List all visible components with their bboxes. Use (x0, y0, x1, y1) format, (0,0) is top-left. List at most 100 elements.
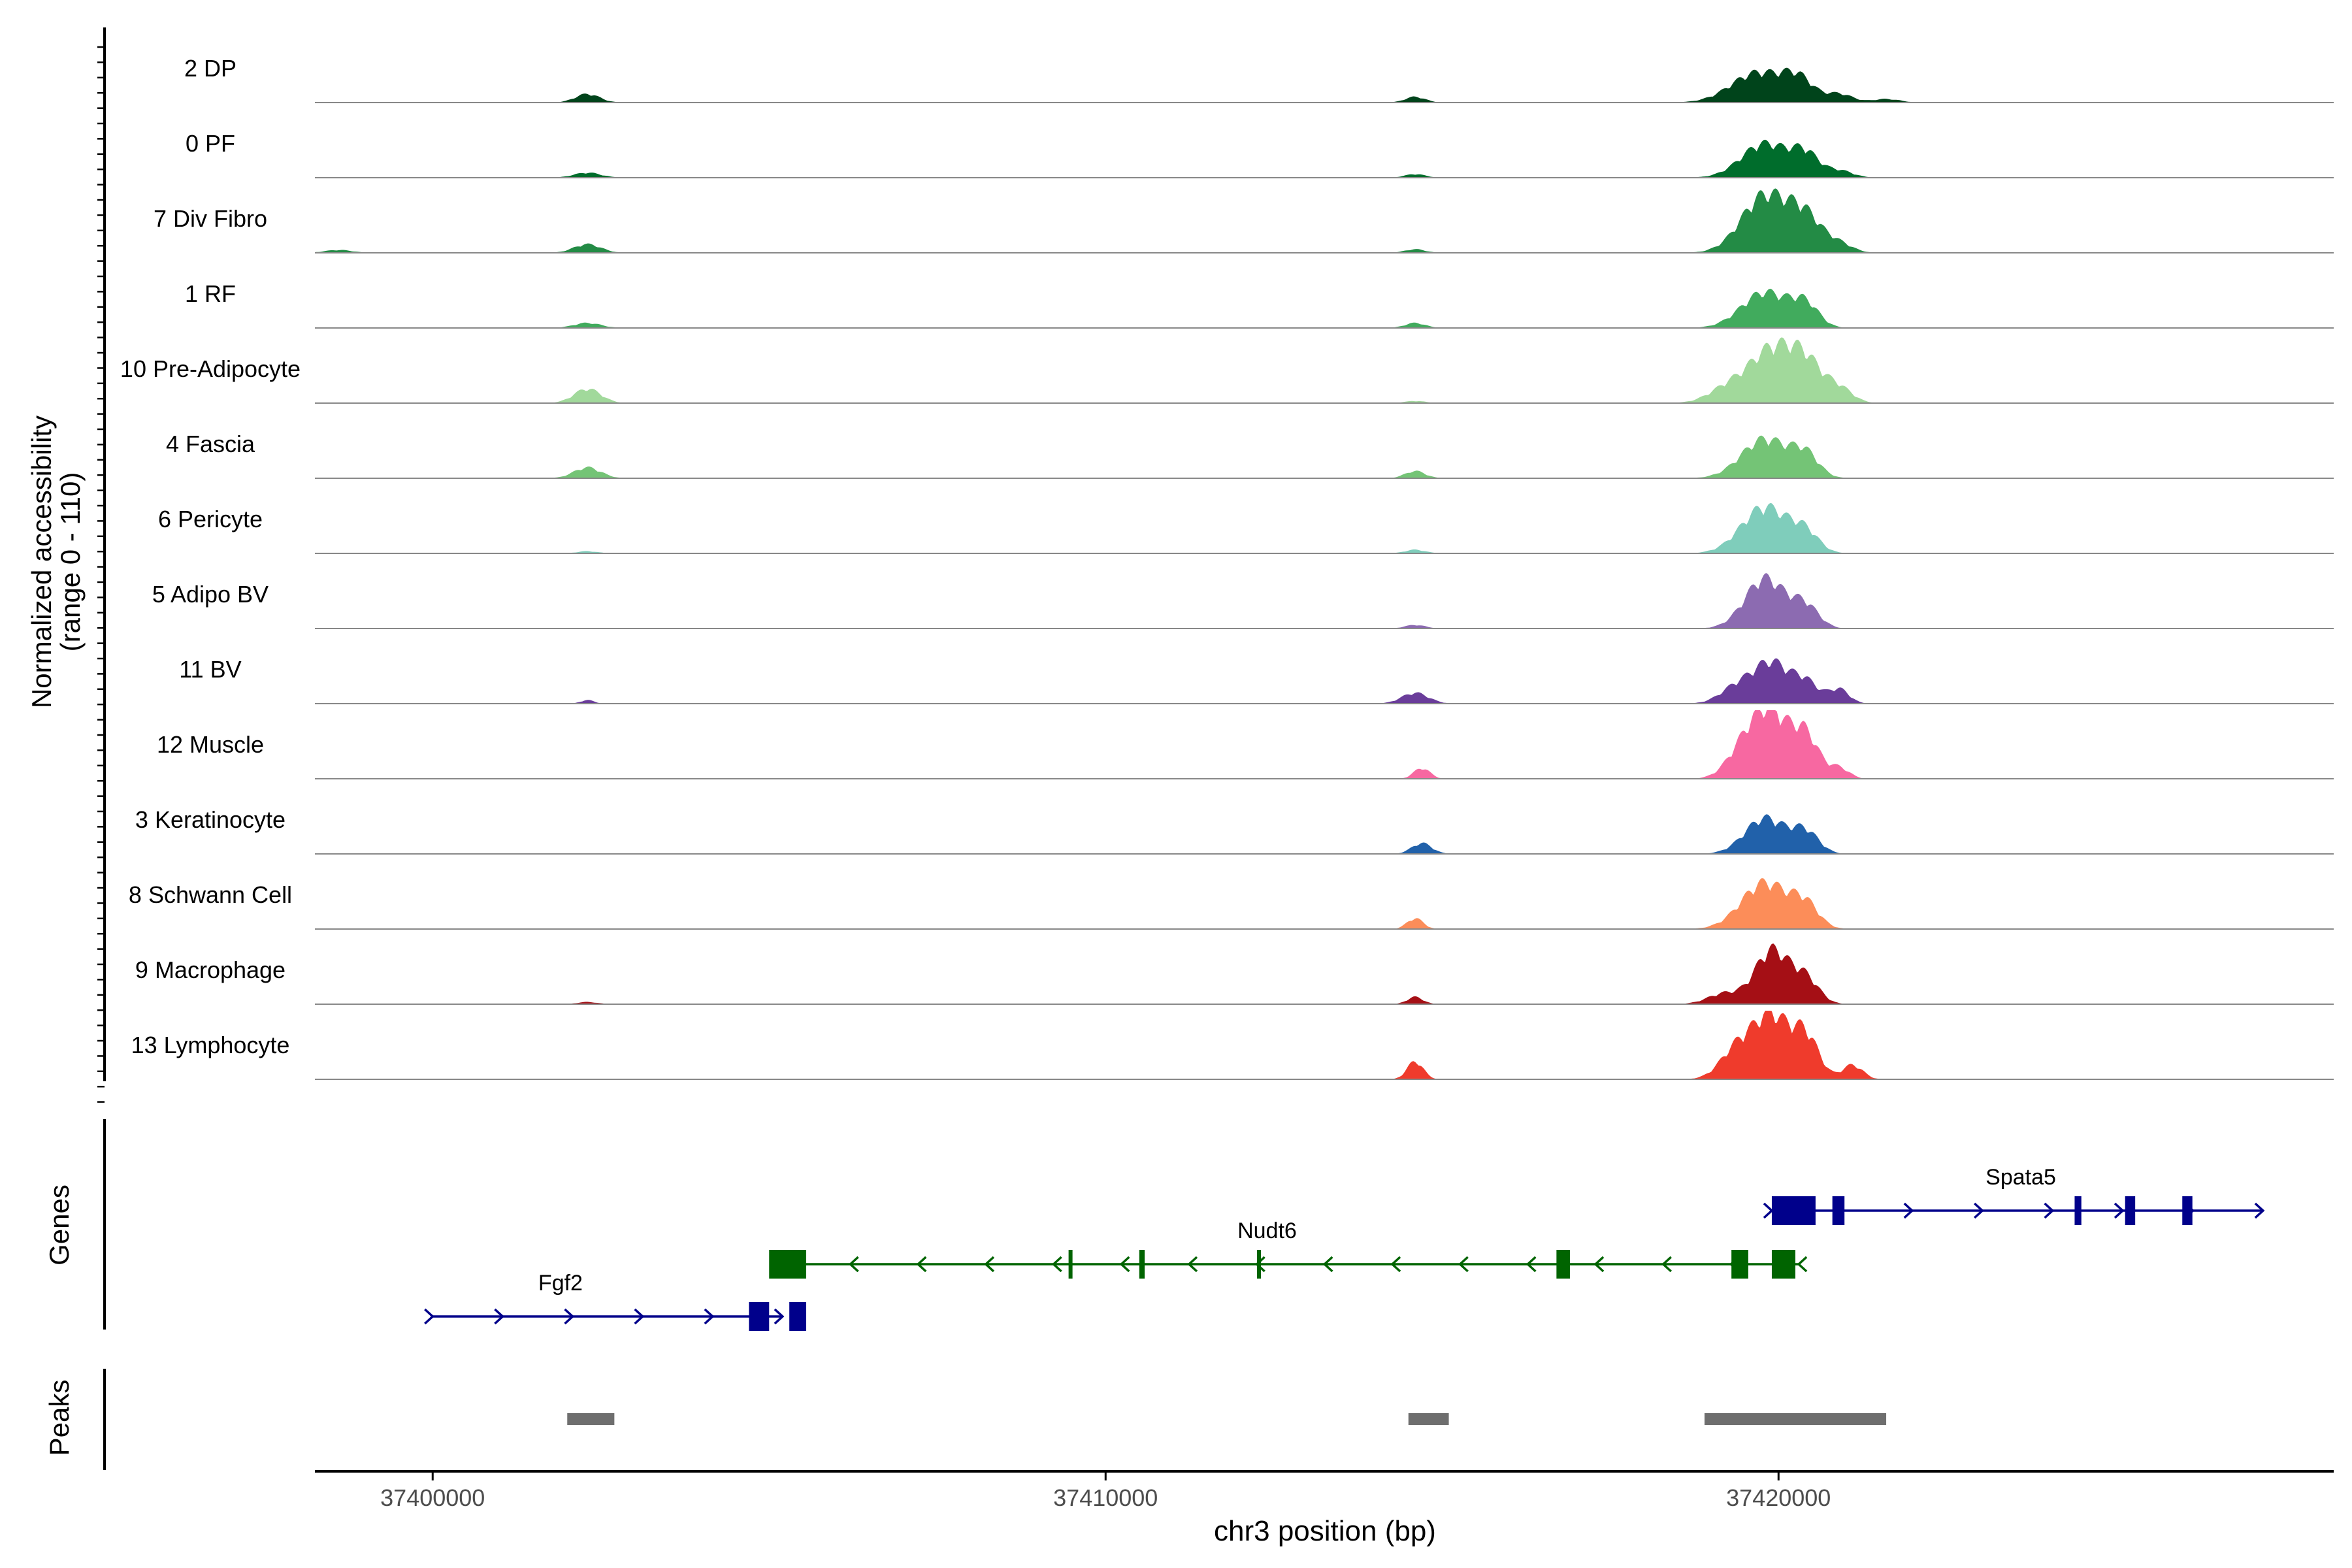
coverage-area (315, 878, 2334, 929)
track-2-dp: 2 DP (184, 55, 2334, 103)
coverage-area (315, 337, 2334, 403)
coverage-area (315, 435, 2334, 478)
track-label: 11 BV (179, 656, 241, 683)
coverage-area (315, 710, 2334, 779)
gene-exon (769, 1250, 806, 1279)
strand-arrow (1593, 1256, 1605, 1273)
y-axis-label: Normalized accessibility (26, 416, 57, 708)
gene-exon (1068, 1250, 1073, 1279)
coverage-area (315, 1011, 2334, 1079)
gene-exon (1556, 1250, 1570, 1279)
x-tick-label: 37410000 (1053, 1484, 1158, 1511)
track-label: 1 RF (185, 280, 236, 307)
coverage-area (315, 658, 2334, 704)
strand-arrow (1390, 1256, 1401, 1273)
track-7-div-fibro: 7 Div Fibro (154, 188, 2334, 253)
track-label: 0 PF (186, 130, 235, 157)
track-4-fascia: 4 Fascia (166, 431, 2334, 479)
gene-exon (789, 1302, 806, 1331)
gene-exon (1731, 1250, 1748, 1279)
track-label: 10 Pre-Adipocyte (120, 355, 301, 382)
track-label: 13 Lymphocyte (131, 1032, 290, 1058)
gene-fgf2: Fgf2 (424, 1271, 806, 1331)
genes-panel-label: Genes (44, 1184, 74, 1266)
track-label: 6 Pericyte (158, 506, 263, 532)
coverage-area (315, 573, 2334, 629)
track-1-rf: 1 RF (185, 280, 2334, 329)
strand-arrow (1661, 1256, 1672, 1273)
track-label: 7 Div Fibro (154, 205, 267, 232)
track-label: 8 Schwann Cell (129, 881, 292, 908)
strand-arrow (774, 1308, 785, 1325)
peaks-layer (567, 1413, 1887, 1425)
gene-exon (2182, 1196, 2193, 1225)
strand-arrow (494, 1308, 504, 1325)
strand-arrow (2254, 1202, 2265, 1219)
axes-layer: 37400000 37410000 37420000 (97, 27, 2334, 1511)
strand-arrow (1052, 1256, 1062, 1273)
peak-region (567, 1413, 615, 1425)
track-3-keratinocyte: 3 Keratinocyte (135, 806, 2334, 855)
track-12-muscle: 12 Muscle (157, 710, 2334, 779)
gene-exon (749, 1302, 770, 1331)
peak-region (1408, 1413, 1449, 1425)
coverage-area (315, 67, 2334, 103)
track-label: 5 Adipo BV (152, 581, 269, 608)
strand-arrow (1903, 1202, 1914, 1219)
track-label: 4 Fascia (166, 431, 255, 457)
strand-arrow (1763, 1202, 1774, 1219)
coverage-area (315, 188, 2334, 253)
strand-arrow (984, 1256, 995, 1273)
gene-name-label: Nudt6 (1237, 1218, 1297, 1243)
gene-exon (1257, 1250, 1261, 1279)
gene-spata5: Spata5 (1763, 1165, 2265, 1225)
strand-arrow (704, 1308, 715, 1325)
track-label: 3 Keratinocyte (135, 806, 286, 833)
track-label: 9 Macrophage (135, 956, 286, 983)
track-label: 2 DP (184, 55, 237, 82)
strand-arrow (1322, 1256, 1333, 1273)
gene-exon (1139, 1250, 1145, 1279)
peak-region (1704, 1413, 1887, 1425)
strand-arrow (916, 1256, 927, 1273)
coverage-area (315, 288, 2334, 328)
strand-arrow (1255, 1256, 1266, 1273)
strand-arrow (424, 1308, 434, 1325)
strand-arrow (564, 1308, 575, 1325)
strand-arrow (1974, 1202, 1984, 1219)
peaks-panel-label: Peaks (44, 1380, 74, 1456)
strand-arrow (1526, 1256, 1537, 1273)
strand-arrow (2114, 1202, 2125, 1219)
coverage-area (315, 943, 2334, 1004)
track-label: 12 Muscle (157, 731, 264, 758)
gene-exon (1771, 1250, 1795, 1279)
track-13-lymphocyte: 13 Lymphocyte (131, 1011, 2334, 1080)
track-0-pf: 0 PF (186, 130, 2334, 178)
x-axis-label: chr3 position (bp) (1214, 1515, 1436, 1547)
coverage-area (315, 139, 2334, 178)
gene-nudt6: Nudt6 (769, 1218, 1808, 1279)
x-tick-label: 37420000 (1726, 1484, 1831, 1511)
gene-name-label: Fgf2 (538, 1271, 583, 1296)
strand-arrow (1458, 1256, 1469, 1273)
gene-name-label: Spata5 (1985, 1165, 2056, 1190)
gene-exon (1771, 1196, 1816, 1225)
coverage-area (315, 814, 2334, 854)
track-8-schwann-cell: 8 Schwann Cell (129, 878, 2334, 930)
strand-arrow (1797, 1256, 1808, 1273)
track-6-pericyte: 6 Pericyte (158, 503, 2334, 554)
track-10-pre-adipocyte: 10 Pre-Adipocyte (120, 337, 2334, 404)
gene-exon (2125, 1196, 2136, 1225)
tracks-layer: 2 DP 0 PF 7 Div Fibro 1 RF 10 Pre-Adipocyte 4… (120, 55, 2334, 1080)
gene-exon (2074, 1196, 2082, 1225)
gene-exon (1832, 1196, 1845, 1225)
track-5-adipo-bv: 5 Adipo BV (152, 573, 2334, 629)
track-9-macrophage: 9 Macrophage (135, 943, 2334, 1005)
strand-arrow (848, 1256, 859, 1273)
strand-arrow (1187, 1256, 1198, 1273)
track-11-bv: 11 BV (179, 656, 2334, 704)
coverage-area (315, 503, 2334, 553)
strand-arrow (1119, 1256, 1130, 1273)
y-axis-range-label: (range 0 - 110) (55, 472, 86, 652)
